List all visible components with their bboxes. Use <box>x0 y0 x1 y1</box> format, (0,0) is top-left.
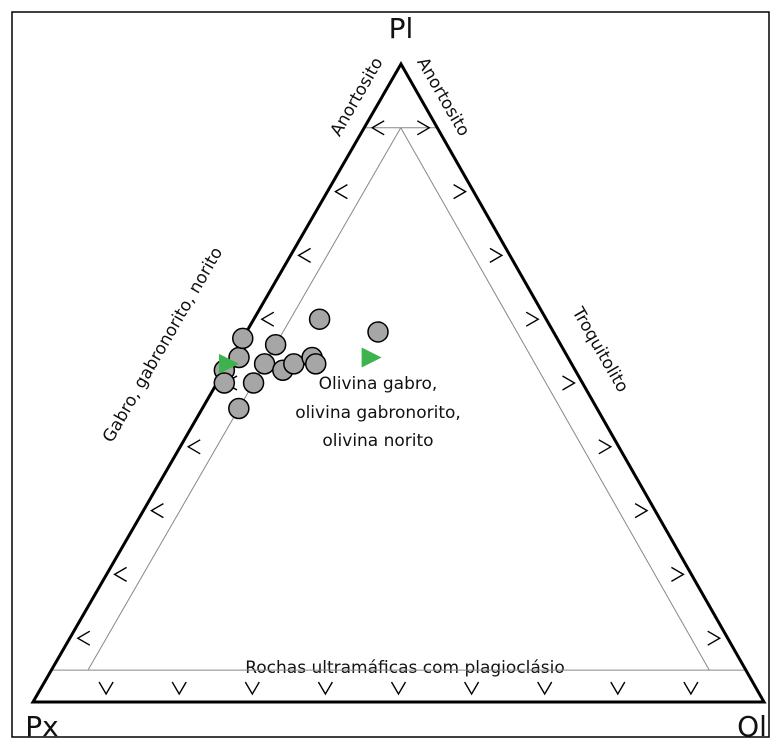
field-label: olivina gabronorito, <box>295 403 461 423</box>
field-boundary <box>400 127 710 671</box>
vertex-label: Px <box>25 710 58 743</box>
point <box>283 353 305 375</box>
tick-arrow <box>317 681 334 696</box>
field-label: Anortosito <box>412 54 473 140</box>
tick-arrow <box>370 120 385 136</box>
field-label: Olivina gabro, <box>319 374 438 394</box>
tick-arrow <box>186 439 201 455</box>
tick-arrow <box>113 566 127 583</box>
tick-arrow <box>453 183 467 200</box>
tick-arrow <box>334 183 348 200</box>
tick-arrow <box>171 681 187 696</box>
tick-arrow <box>390 681 407 696</box>
vertex-label: Pl <box>389 12 414 45</box>
tick-arrow <box>537 681 553 696</box>
tick-arrow <box>610 681 626 696</box>
tick-arrow <box>416 120 431 136</box>
tick-arrow <box>562 375 576 391</box>
tick-arrow <box>463 681 480 696</box>
tick-arrow <box>671 566 685 583</box>
point <box>305 353 327 375</box>
field-label: olivina norito <box>322 431 433 451</box>
tick-arrow <box>297 247 311 264</box>
field-label: Troquitolito <box>567 303 632 396</box>
tick-arrow <box>98 681 114 696</box>
point <box>228 397 250 420</box>
field-label: Rochas ultramáficas com plagioclásio <box>245 658 565 678</box>
tick-arrow <box>683 681 699 696</box>
tick-arrow <box>260 311 275 327</box>
tick-arrow <box>598 439 613 455</box>
tick-arrow <box>244 681 260 696</box>
point <box>253 353 276 375</box>
point <box>213 372 236 394</box>
tick-arrow <box>150 502 164 519</box>
point <box>264 333 287 356</box>
point <box>308 308 331 330</box>
frame <box>11 11 770 738</box>
point <box>242 372 265 394</box>
point <box>367 321 389 343</box>
field-boundary <box>87 127 402 671</box>
field-label: Anortosito <box>326 54 387 140</box>
tick-arrow <box>525 311 540 327</box>
tick-arrow <box>489 247 504 264</box>
field-label: Gabro, gabronorito, norito <box>99 244 227 446</box>
point <box>219 353 240 374</box>
point <box>232 327 254 350</box>
point <box>361 347 382 368</box>
tick-arrow <box>634 502 649 519</box>
tick-arrow <box>707 630 722 646</box>
tick-arrow <box>76 630 91 646</box>
vertex-label: Ol <box>737 710 767 743</box>
